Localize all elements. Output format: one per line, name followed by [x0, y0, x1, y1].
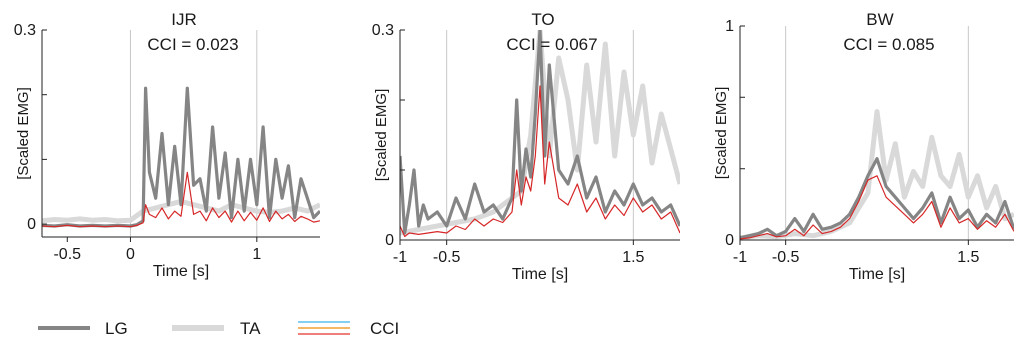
y-tick-label: 0 [725, 232, 734, 249]
series-cci-line [740, 175, 1014, 240]
panel-subtitle: CCI = 0.085 [843, 35, 934, 54]
series-lg-line [42, 86, 320, 228]
x-tick-label: 1.5 [622, 249, 644, 266]
series-lg-line [740, 157, 1014, 240]
panel-title: TO [531, 10, 554, 29]
x-tick-label: -0.5 [53, 246, 81, 263]
y-tick-label: 0 [27, 216, 36, 233]
panel-bw: 0 1 -1 -0.5 1.5 Time [s] [Scaled EMG] BW CCI = 0… [713, 10, 1014, 283]
x-tick-label: -0.5 [433, 249, 461, 266]
legend-label: LG [105, 319, 128, 338]
x-tick-label: -1 [393, 249, 407, 266]
legend: LG TA CCI [38, 319, 399, 338]
legend-item-ta: TA [172, 319, 261, 338]
x-axis-label: Time [s] [153, 263, 209, 280]
panel-to: 0 0.3 -1 -0.5 1.5 Time [s] [Scaled EMG] TO CCI =… [372, 10, 680, 283]
panel-subtitle: CCI = 0.023 [147, 35, 238, 54]
series-cci-line [42, 171, 320, 228]
series-lg-line [400, 30, 680, 235]
legend-item-cci: CCI [298, 319, 399, 338]
panel-ijr: 0 0.3 -0.5 0 1 Time [s] [Scaled EMG] IJR CCI = 0… [14, 10, 320, 280]
x-tick-label: 1 [252, 246, 261, 263]
panel-title: IJR [171, 10, 197, 29]
y-axis-label: [Scaled EMG] [713, 87, 730, 180]
x-tick-label: -1 [733, 249, 747, 266]
x-axis-label: Time [s] [849, 266, 905, 283]
x-axis-label: Time [s] [512, 266, 568, 283]
panel-subtitle: CCI = 0.067 [506, 35, 597, 54]
y-tick-label: 0 [385, 232, 394, 249]
legend-label: CCI [370, 319, 399, 338]
legend-label: TA [240, 319, 261, 338]
x-tick-label: 1.5 [957, 249, 979, 266]
x-tick-label: -0.5 [772, 249, 800, 266]
legend-item-lg: LG [38, 319, 128, 338]
y-tick-label: 1 [725, 18, 734, 35]
panel-title: BW [866, 10, 893, 29]
y-tick-label: 0.3 [372, 22, 394, 39]
y-tick-label: 0.3 [14, 22, 36, 39]
series-ta-line [740, 109, 1014, 241]
y-axis-label: [Scaled EMG] [373, 89, 390, 182]
y-axis-label: [Scaled EMG] [15, 87, 32, 180]
series-cci-line [400, 85, 680, 238]
x-tick-label: 0 [126, 246, 135, 263]
